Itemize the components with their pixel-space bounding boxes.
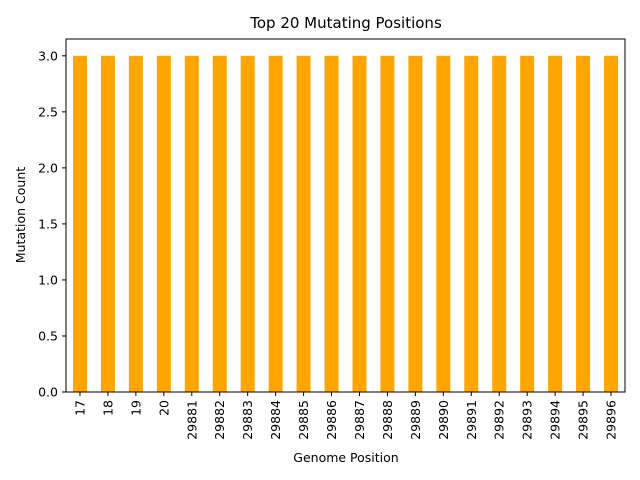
x-axis-ticks: 17 18 19 20 29881 29882 29883 29884 29885 29886 29… [72, 392, 619, 440]
x-tick-label: 29887 [352, 400, 367, 440]
bar-17 [72, 55, 87, 393]
x-tick-label: 29896 [604, 400, 619, 440]
bar-29889 [408, 55, 423, 393]
y-tick-label: 1.5 [38, 216, 58, 231]
y-tick-label: 1.0 [38, 272, 58, 287]
bar-29884 [268, 55, 283, 393]
y-tick-label: 0.0 [38, 385, 58, 400]
x-tick-label: 29895 [576, 400, 591, 440]
x-tick-label: 29886 [324, 400, 339, 440]
bar-29895 [576, 55, 591, 393]
bar-18 [100, 55, 115, 393]
x-tick-label: 19 [128, 400, 143, 416]
x-axis-title: Genome Position [293, 450, 398, 465]
x-tick-label: 29890 [436, 400, 451, 440]
y-axis-ticks: 0.0 0.5 1.0 1.5 2.0 2.5 3.0 [38, 48, 66, 400]
y-tick-label: 3.0 [38, 48, 58, 63]
bar-29891 [464, 55, 479, 393]
bar-29892 [492, 55, 507, 393]
x-tick-label: 29883 [240, 400, 255, 440]
bar-29896 [604, 55, 619, 393]
x-tick-label: 17 [72, 400, 87, 416]
x-tick-label: 29893 [520, 400, 535, 440]
x-tick-label: 20 [156, 400, 171, 416]
bar-29887 [352, 55, 367, 393]
x-tick-label: 29885 [296, 400, 311, 440]
x-tick-label: 29881 [184, 400, 199, 440]
y-tick-label: 2.5 [38, 104, 58, 119]
bar-29890 [436, 55, 451, 393]
x-tick-label: 29884 [268, 400, 283, 440]
x-tick-label: 29894 [548, 400, 563, 440]
bar-29894 [548, 55, 563, 393]
bars-group [72, 55, 619, 393]
y-axis-title: Mutation Count [13, 167, 28, 263]
bar-19 [128, 55, 143, 393]
bar-29886 [324, 55, 339, 393]
y-tick-label: 2.0 [38, 160, 58, 175]
x-tick-label: 29882 [212, 400, 227, 440]
x-tick-label: 29892 [492, 400, 507, 440]
x-tick-label: 29889 [408, 400, 423, 440]
x-tick-label: 29891 [464, 400, 479, 440]
bar-29881 [184, 55, 199, 393]
y-tick-label: 0.5 [38, 328, 58, 343]
x-tick-label: 29888 [380, 400, 395, 440]
plot-frame [65, 38, 626, 393]
bar-20 [156, 55, 171, 393]
x-tick-label: 18 [100, 400, 115, 416]
bar-29882 [212, 55, 227, 393]
bar-29893 [520, 55, 535, 393]
chart-title: Top 20 Mutating Positions [249, 14, 442, 32]
bar-29888 [380, 55, 395, 393]
bar-29883 [240, 55, 255, 393]
bar-29885 [296, 55, 311, 393]
